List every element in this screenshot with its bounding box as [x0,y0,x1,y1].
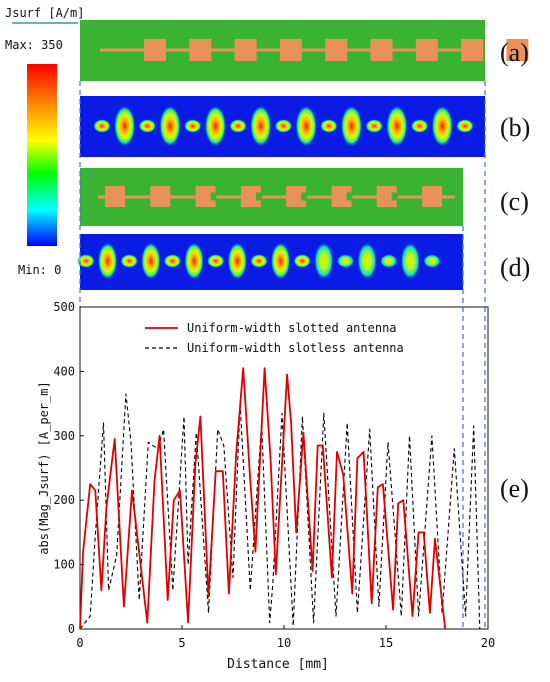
field-spot [365,119,384,133]
field-spot [227,242,248,280]
spots-b [93,105,474,147]
antenna-pad [331,186,352,207]
field-spot [120,254,139,268]
series-line-slotted [79,367,447,630]
guide-lines [79,81,486,307]
antenna-pad [234,39,257,61]
x-tick-label: 10 [277,636,291,650]
colorbar-max-label: Max: 350 [5,38,63,52]
field-spot [183,119,202,133]
field-spot [140,242,161,280]
x-tick-label: 15 [379,636,393,650]
pad-slot [346,192,353,201]
pad-slot [255,192,262,201]
colorbar-gradient [27,64,57,246]
field-spot [159,105,182,147]
x-tick-label: 5 [178,636,185,650]
colorbar-title: Jsurf [A/m] [5,6,84,20]
field-spot [293,254,312,268]
field-spot [97,242,118,280]
field-spot [385,105,408,147]
legend-label-slotted: Uniform-width slotted antenna [187,321,397,335]
field-spot [400,242,421,280]
field-spot [138,119,157,133]
pads-c [105,186,443,207]
field-spot [357,242,378,280]
field-spot [319,119,338,133]
x-tick-label: 20 [481,636,495,650]
y-tick-label: 300 [53,429,75,443]
field-spot [274,119,293,133]
antenna-pad [189,39,212,61]
colorbar: Jsurf [A/m] Max: 350 Min: 0 [5,6,84,277]
antenna-pad [376,186,397,207]
y-tick-label: 400 [53,364,75,378]
panel-d-field: (d) [77,234,530,290]
y-tick-label: 0 [68,622,75,636]
panel-label-d: (d) [500,253,530,282]
y-tick-label: 200 [53,493,75,507]
y-tick-label: 100 [53,558,75,572]
series-line-slotless [79,393,481,630]
antenna-pad [240,186,261,207]
colorbar-min-label: Min: 0 [18,263,61,277]
antenna-pad [195,186,216,207]
antenna-pad [150,186,171,207]
legend: Uniform-width slotted antenna Uniform-wi… [145,321,404,355]
panel-a-geometry: (a) [80,20,529,81]
field-spot [295,105,318,147]
antenna-pad [415,39,438,61]
panel-label-a: (a) [500,38,529,67]
x-tick-label: 0 [76,636,83,650]
spots-d [77,242,441,280]
antenna-pad [105,186,125,207]
legend-label-slotless: Uniform-width slotless antenna [187,341,404,355]
antenna-pad [279,39,302,61]
field-spot [336,254,355,268]
antenna-pad [506,39,529,61]
field-spot [113,105,136,147]
field-spot [250,254,268,268]
field-spot [313,242,334,280]
panel-label-b: (b) [500,113,530,142]
y-tick-label: 500 [53,300,75,314]
field-spot [163,254,182,268]
field-spot [270,242,291,280]
pad-slot [301,192,308,201]
field-spot [77,254,95,268]
field-spot [249,105,272,147]
antenna-pad [286,186,307,207]
field-spot [229,119,248,133]
antenna-pad [422,186,443,207]
pad-slot [391,192,398,201]
x-axis-label: Distance [mm] [227,657,329,672]
series-lines [79,367,481,630]
field-spot [204,105,227,147]
panel-label-c: (c) [500,187,529,216]
field-spot [93,119,111,133]
field-spot [423,254,441,268]
panel-label-e: (e) [500,474,529,503]
field-spot [206,254,225,268]
field-spot [379,254,398,268]
field-spot [410,119,429,133]
antenna-pad [461,39,484,61]
field-spot [340,105,363,147]
field-spot [456,119,474,133]
y-axis-label: abs(Mag_Jsurf) [A_per_m] [37,381,51,554]
pad-slot [210,192,217,201]
antenna-pad [325,39,348,61]
field-spot [184,242,205,280]
antenna-pad [370,39,393,61]
pads-a [144,39,529,61]
antenna-pad [144,39,166,61]
field-spot [431,105,454,147]
panel-c-geometry: (c) [80,168,529,226]
panel-b-field: (b) [80,96,530,157]
